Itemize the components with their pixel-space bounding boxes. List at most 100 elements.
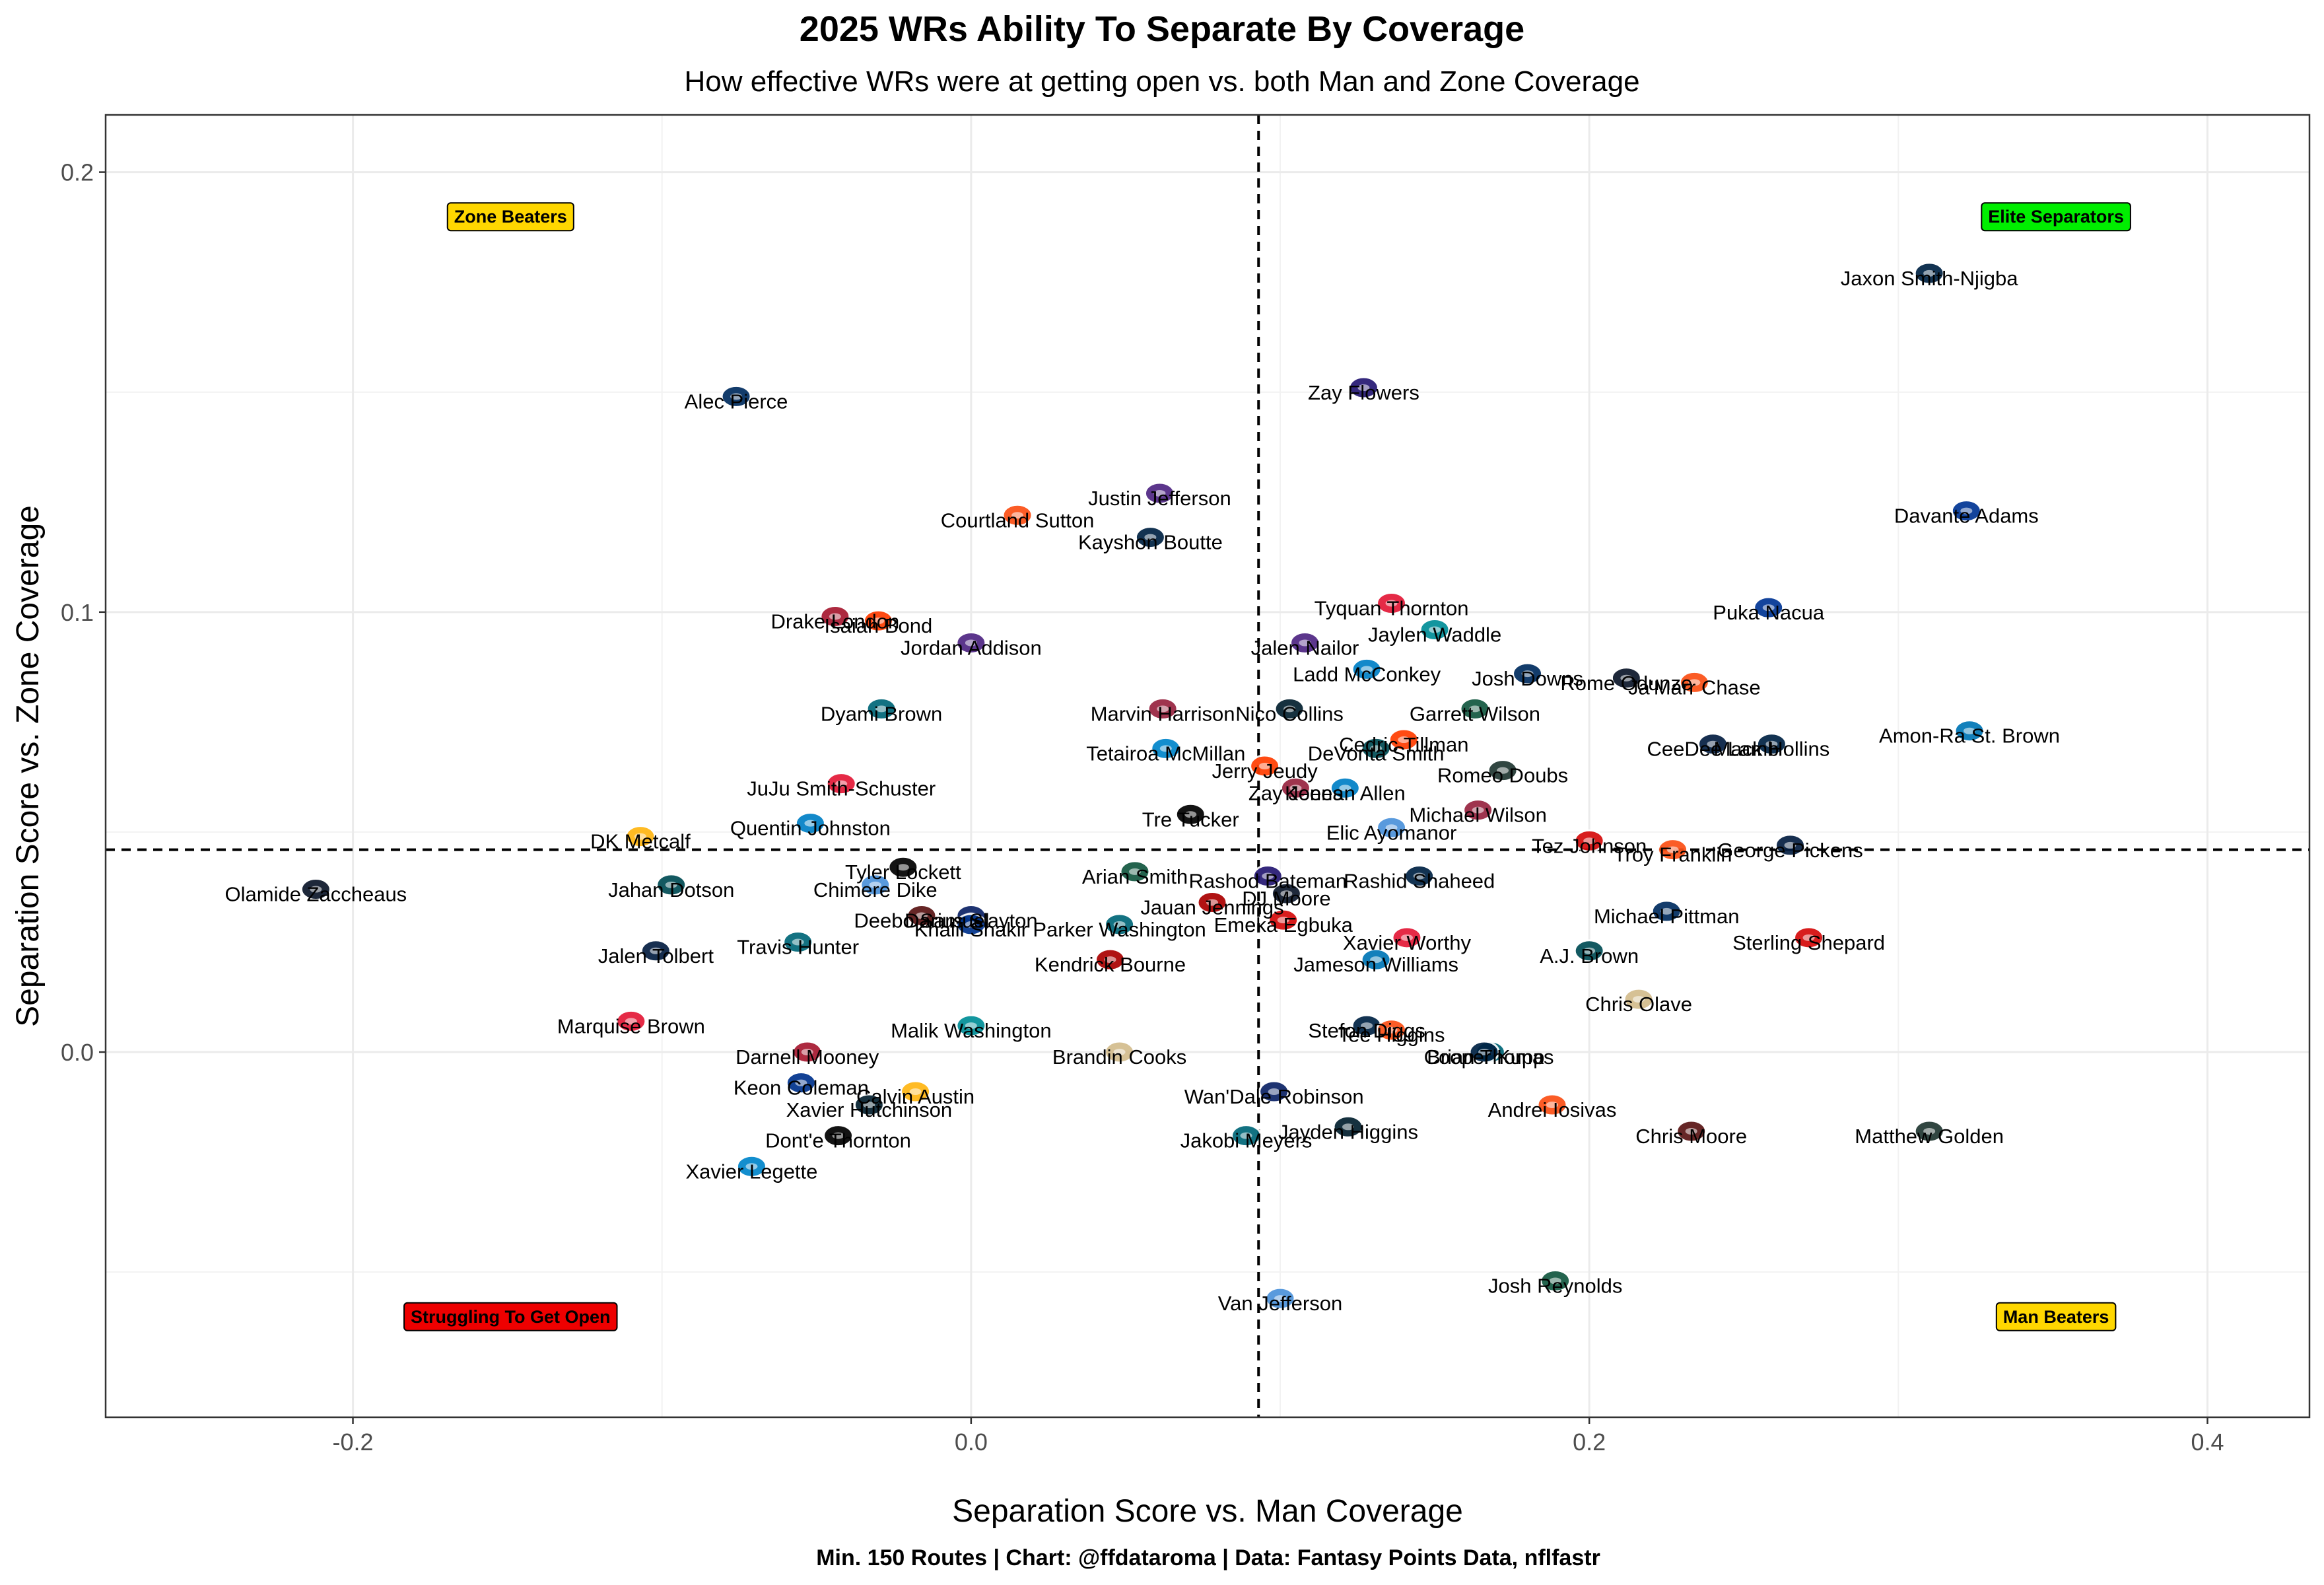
team-logo-highlight (875, 705, 888, 713)
point-label: Quentin Johnston (730, 817, 891, 840)
point-label: Xavier Worthy (1343, 931, 1472, 954)
point-label: Jerry Jeudy (1212, 759, 1318, 783)
team-logo-highlight (1339, 785, 1351, 792)
team-logo-highlight (795, 1079, 807, 1086)
point-label: George Pickens (1717, 839, 1863, 862)
team-logo-highlight (1277, 917, 1289, 924)
team-logo-highlight (1923, 269, 1936, 277)
quadrant-label-text: Struggling To Get Open (411, 1307, 610, 1327)
x-tick-label: 0.4 (2191, 1428, 2224, 1456)
point-label: Zay Jones (1248, 781, 1343, 804)
point-label: Malik Washington (891, 1019, 1052, 1042)
team-logo-highlight (829, 613, 841, 620)
point-label: Josh Downs (1472, 667, 1583, 690)
chart-subtitle: How effective WRs were at getting open v… (684, 65, 1639, 98)
point-label: Rashid Shaheed (1344, 870, 1495, 893)
point-label: Sterling Shepard (1732, 931, 1885, 954)
point-label: Stefon Diggs (1308, 1019, 1425, 1042)
point-label: Tyquan Thornton (1315, 597, 1469, 620)
point-label: Van Jefferson (1218, 1292, 1342, 1315)
team-logo-highlight (909, 1088, 922, 1095)
team-logo-highlight (835, 780, 848, 787)
point-label: Alec Pierce (685, 390, 788, 413)
team-logo-highlight (804, 820, 817, 827)
team-logo-highlight (1472, 806, 1484, 814)
team-logo-highlight (1429, 626, 1441, 633)
team-logo-highlight (1660, 907, 1673, 915)
point-label: Davante Adams (1894, 505, 2039, 528)
point-label: Deebo Samuel (854, 909, 989, 933)
point-label: Puka Nacua (1713, 601, 1825, 624)
quadrant-label-text: Elite Separators (1988, 207, 2124, 227)
team-logo-highlight (1583, 947, 1596, 954)
point-label: Tyler Lockett (845, 861, 961, 884)
point-label: JuJu Smith-Schuster (747, 777, 936, 800)
point-label: Tez Johnson (1532, 834, 1647, 857)
point-label: Brandin Cooks (1052, 1045, 1186, 1069)
team-logo-highlight (1283, 705, 1296, 713)
chart-title: 2025 WRs Ability To Separate By Coverage (800, 9, 1524, 49)
point-label: Matthew Golden (1855, 1125, 2004, 1148)
team-logo-highlight (1113, 1049, 1126, 1056)
team-logo-highlight (1159, 745, 1172, 752)
team-logo-highlight (634, 833, 646, 840)
team-logo-highlight (1153, 489, 1166, 497)
team-logo-highlight (1385, 824, 1398, 831)
point-label: Ladd McConkey (1293, 662, 1441, 686)
point-label: Chris Moore (1635, 1125, 1747, 1148)
point-label: Keenan Allen (1285, 781, 1406, 804)
x-axis-label: Separation Score vs. Man Coverage (952, 1494, 1463, 1529)
point-label: A.J. Brown (1540, 944, 1639, 968)
point-label: Mack Hollins (1714, 738, 1830, 761)
team-logo-highlight (1370, 745, 1383, 752)
point-label: Michael Wilson (1409, 804, 1546, 827)
point-label: Wan'Dale Robinson (1184, 1085, 1364, 1108)
team-logo-highlight (1765, 740, 1778, 748)
point-label: Darnell Mooney (735, 1045, 879, 1069)
point-label: DK Metcalf (590, 830, 691, 853)
point-label: Cooper Kupp (1424, 1045, 1545, 1069)
y-tick-label: 0.0 (61, 1039, 94, 1066)
team-logo-highlight (1157, 705, 1169, 713)
point-label: Courtland Sutton (941, 509, 1095, 532)
y-tick-label: 0.2 (61, 159, 94, 186)
team-logo-highlight (1011, 512, 1024, 519)
point-label: Jaxon Smith-Njigba (1841, 267, 2019, 290)
team-logo-highlight (965, 921, 977, 928)
quadrant-label-box (1995, 1302, 2117, 1331)
team-logo-highlight (897, 864, 909, 871)
point-label: Xavier Legette (685, 1160, 817, 1183)
point-label: Marquise Brown (557, 1014, 705, 1038)
point-label: Keon Coleman (734, 1076, 869, 1100)
point-label: Tee Higgins (1338, 1024, 1445, 1047)
point-label: Olamide Zaccheaus (225, 883, 407, 906)
point-label: Romeo Doubs (1437, 764, 1568, 787)
point-label: Xavier Hutchinson (786, 1098, 953, 1121)
point-label: CeeDee Lamb (1647, 738, 1779, 761)
team-logo-highlight (1398, 736, 1410, 744)
team-logo-highlight (1549, 1277, 1561, 1285)
team-logo-highlight (1385, 600, 1398, 607)
point-label: Rashod Bateman (1189, 870, 1348, 893)
team-logo-highlight (1280, 890, 1293, 898)
point-label: Troy Franklin (1614, 843, 1732, 866)
team-logo-highlight (1385, 1026, 1398, 1034)
team-logo-highlight (625, 1018, 637, 1025)
point-label: Kayshon Boutte (1078, 531, 1223, 554)
quadrant-label-text: Zone Beaters (454, 207, 567, 227)
chart-caption: Min. 150 Routes | Chart: @ffdataroma | D… (816, 1545, 1600, 1570)
point-label: Amon-Ra St. Brown (1879, 724, 2060, 748)
point-label: Tre Tucker (1142, 808, 1239, 831)
team-logo-highlight (1113, 921, 1126, 928)
plot-border (104, 114, 2311, 1419)
team-logo-highlight (1688, 679, 1701, 686)
team-logo-highlight (1960, 507, 1973, 514)
team-logo-highlight (1478, 1049, 1491, 1056)
team-logo-highlight (1240, 1132, 1252, 1139)
point-label: Parker Washington (1033, 918, 1206, 941)
point-label: Rome Odunze (1560, 672, 1692, 695)
team-logo-highlight (1262, 872, 1274, 880)
point-label: Dyami Brown (821, 702, 942, 725)
team-logo-highlight (1361, 1022, 1373, 1030)
point-label: Chimere Dike (813, 878, 938, 901)
